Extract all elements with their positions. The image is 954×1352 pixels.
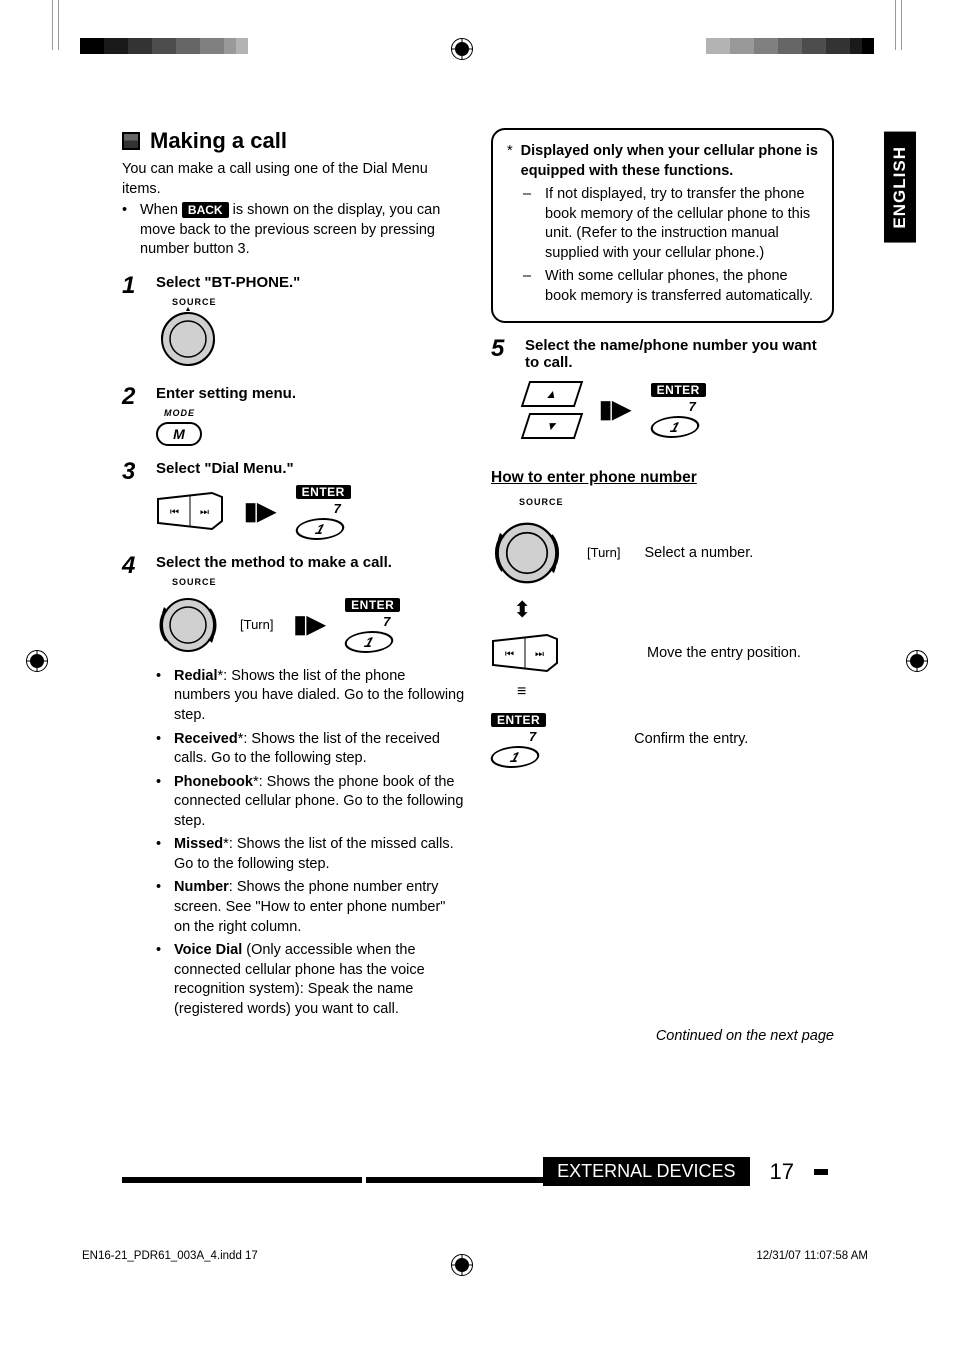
howto-row3: Confirm the entry. <box>634 731 748 747</box>
step-number: 5 <box>491 337 511 439</box>
method-voice-label: Voice Dial <box>174 942 242 958</box>
enter-badge: ENTER <box>345 598 400 612</box>
howto-row1: Select a number. <box>644 545 753 561</box>
knob-icon <box>491 517 563 589</box>
svg-text:⏭: ⏭ <box>200 507 209 518</box>
rocker-icon: ⏮ ⏭ <box>491 633 559 673</box>
down-lines-icon: ≡ <box>491 683 834 701</box>
file-metadata: EN16-21_PDR61_003A_4.indd 17 12/31/07 11… <box>80 1250 870 1262</box>
step-number: 2 <box>122 385 142 446</box>
crop-line <box>58 0 59 50</box>
howto-title: How to enter phone number <box>491 469 834 487</box>
seven-label: 7 <box>345 614 400 629</box>
method-redial-text: *: Shows the list of the phone numbers y… <box>174 668 464 723</box>
method-number-label: Number <box>174 879 229 895</box>
meta-date: 12/31/07 11:07:58 AM <box>756 1250 868 1262</box>
left-column: Making a call You can make a call using … <box>122 128 465 1044</box>
language-tab: ENGLISH <box>884 132 916 243</box>
rocker-icon: ⏮ ⏭ <box>156 491 224 531</box>
enter-badge: ENTER <box>651 383 706 397</box>
step-title: Select "BT-PHONE." <box>156 274 465 291</box>
info-box: * Displayed only when your cellular phon… <box>491 128 834 323</box>
source-label: SOURCE <box>172 577 465 587</box>
knob-icon <box>156 593 220 657</box>
down-arrow-icon: ⬍ <box>491 597 834 623</box>
knob-icon <box>156 307 220 371</box>
up-down-buttons-icon: ▲ ▼ <box>525 381 579 439</box>
seven-label: 7 <box>651 399 706 414</box>
infobox-sub1: If not displayed, try to transfer the ph… <box>545 185 818 263</box>
back-note-pre: When <box>140 202 182 218</box>
method-redial-label: Redial <box>174 668 218 684</box>
howto-row2: Move the entry position. <box>647 645 801 661</box>
number-1-button-icon: 1 <box>292 518 347 540</box>
source-label: SOURCE <box>519 497 834 507</box>
footer-band: EXTERNAL DEVICES 17 <box>543 1157 828 1186</box>
number-1-button-icon: 1 <box>487 746 542 768</box>
number-1-button-icon: 1 <box>342 631 397 653</box>
method-missed-label: Missed <box>174 836 223 852</box>
step-number: 1 <box>122 274 142 371</box>
back-badge: BACK <box>182 202 229 218</box>
step-title: Enter setting menu. <box>156 385 465 402</box>
section-icon <box>122 132 140 150</box>
footer-section-label: EXTERNAL DEVICES <box>543 1157 749 1186</box>
section-heading: Making a call <box>122 128 465 154</box>
svg-text:⏮: ⏮ <box>505 649 514 660</box>
mode-button-icon: M <box>156 422 202 446</box>
continued-text: Continued on the next page <box>491 1028 834 1044</box>
mode-label: MODE <box>164 408 465 418</box>
source-label: SOURCE <box>172 297 465 307</box>
meta-file: EN16-21_PDR61_003A_4.indd 17 <box>82 1250 258 1262</box>
intro-text: You can make a call using one of the Dia… <box>122 160 465 199</box>
step-title: Select "Dial Menu." <box>156 460 465 477</box>
right-column: * Displayed only when your cellular phon… <box>491 128 834 1044</box>
step-title: Select the name/phone number you want to… <box>525 337 834 371</box>
crop-line <box>895 0 896 50</box>
arrow-right-icon: ▮▶ <box>293 610 325 639</box>
infobox-title: Displayed only when your cellular phone … <box>521 142 818 181</box>
step-title: Select the method to make a call. <box>156 554 465 571</box>
infobox-sub2: With some cellular phones, the phone boo… <box>545 267 818 306</box>
number-1-button-icon: 1 <box>647 416 702 438</box>
method-phonebook-label: Phonebook <box>174 774 253 790</box>
seven-label: 7 <box>296 501 351 516</box>
turn-label: [Turn] <box>240 617 273 632</box>
crop-line <box>901 0 902 50</box>
turn-label: [Turn] <box>587 545 620 560</box>
method-received-label: Received <box>174 731 238 747</box>
enter-badge: ENTER <box>491 713 546 727</box>
enter-badge: ENTER <box>296 485 351 499</box>
page-number: 17 <box>760 1159 804 1185</box>
step-number: 4 <box>122 554 142 1020</box>
svg-text:⏮: ⏮ <box>170 507 179 518</box>
back-note: • When BACK is shown on the display, you… <box>122 201 465 260</box>
registration-mark <box>26 650 48 672</box>
arrow-right-icon: ▮▶ <box>244 497 276 526</box>
asterisk: * <box>507 142 513 181</box>
step-number: 3 <box>122 460 142 540</box>
seven-label: 7 <box>491 729 546 744</box>
registration-mark <box>906 650 928 672</box>
crop-line <box>52 0 53 50</box>
svg-text:⏭: ⏭ <box>535 649 544 660</box>
section-title-text: Making a call <box>150 128 287 154</box>
arrow-right-icon: ▮▶ <box>599 395 631 424</box>
